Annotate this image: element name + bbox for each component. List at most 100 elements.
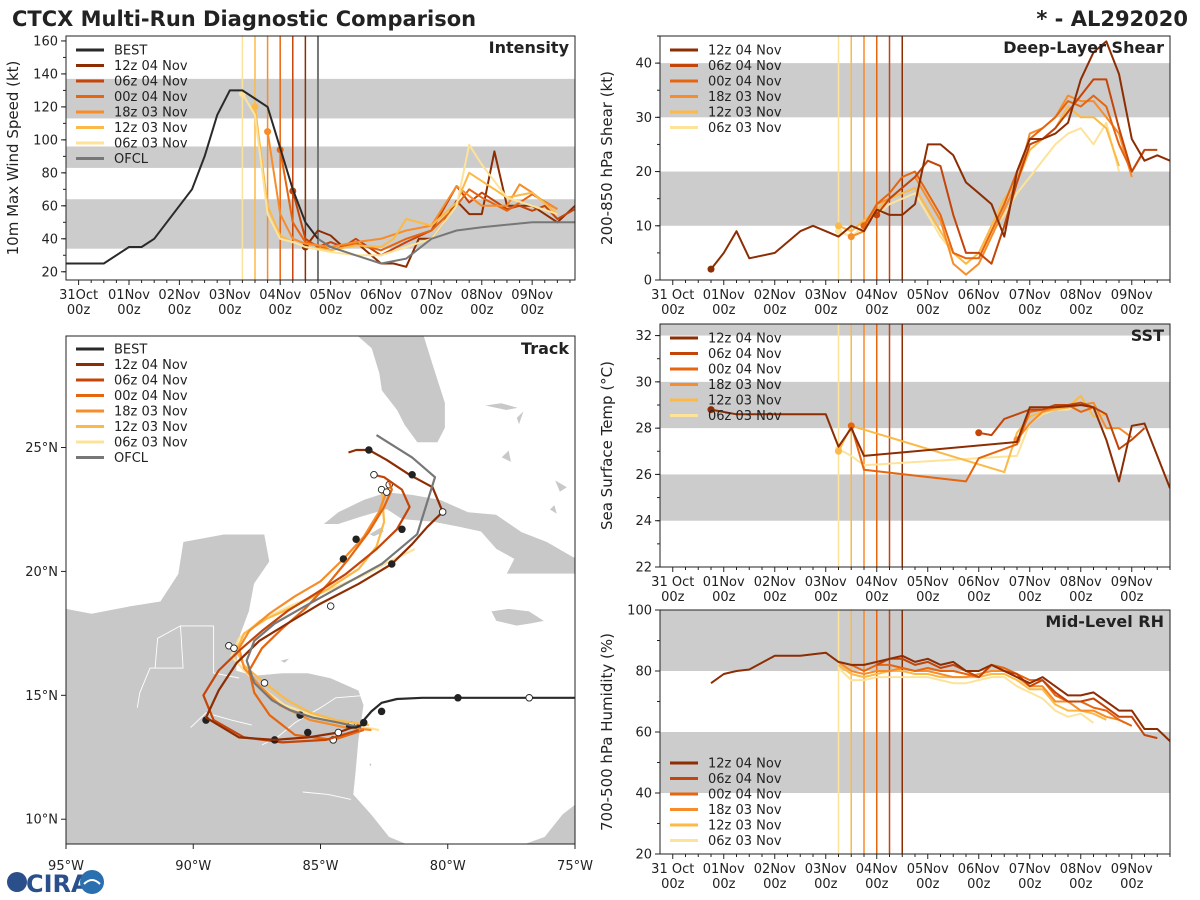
track-point-00z-04-nov — [382, 488, 391, 496]
sst-xtick-label-day: 07Nov — [1009, 575, 1051, 590]
shear-band-0 — [660, 171, 1170, 226]
intensity-xtick-label-day: 01Nov — [108, 288, 150, 303]
intensity-ylabel: 10m Max Wind Speed (kt) — [4, 61, 22, 256]
cira-logo: CIRA — [7, 870, 104, 898]
land-shape-1 — [322, 491, 575, 575]
intensity-xtick-label-hour: 00z — [168, 303, 192, 318]
rh-xtick-label-day: 02Nov — [754, 862, 796, 877]
intensity-series-06z-03-nov — [241, 93, 558, 257]
track-panel: 95°W 90°W 85°W 80°W 75°W 10°N 15°N 20°N 25°N Trac… — [25, 335, 593, 874]
intensity-xtick-label-hour: 00z — [67, 303, 91, 318]
track-line-00z-04-nov — [248, 481, 393, 742]
land-shape-15 — [368, 761, 372, 768]
sst-legend-label-06z-04-nov: 06z 04 Nov — [708, 347, 782, 362]
sst-xtick-label-hour: 00z — [916, 590, 940, 605]
sst-band-0 — [660, 474, 1170, 521]
sst-xtick-label-day: 09Nov — [1111, 575, 1153, 590]
track-legend-label-06z-04-nov: 06z 04 Nov — [114, 374, 188, 389]
track-legend-label-best: BEST — [114, 343, 147, 358]
shear-xtick-label-day: 07Nov — [1009, 288, 1051, 303]
shear-xtick-label-hour: 00z — [916, 303, 940, 318]
shear-xtick-label-hour: 00z — [865, 303, 889, 318]
rh-series-18z-03-nov — [837, 661, 1120, 721]
shear-xtick-label-hour: 00z — [1069, 303, 1093, 318]
intensity-legend-label-06z-03-nov: 06z 03 Nov — [114, 137, 188, 152]
land-shape-13 — [523, 804, 575, 844]
track-xtick-label: 95°W — [48, 859, 84, 874]
shear-init-marker-18z-03-nov — [847, 233, 855, 241]
cira-logo-emblem-icon — [80, 870, 104, 894]
intensity-axes-frame — [65, 35, 576, 281]
cira-logo-text: CIRA — [26, 870, 90, 898]
rh-xtick-label-hour: 00z — [1120, 877, 1144, 892]
sst-legend-label-12z-03-nov: 12z 03 Nov — [708, 394, 782, 409]
intensity-ytick-label: 120 — [33, 100, 58, 115]
rh-legend-label-06z-04-nov: 06z 04 Nov — [708, 772, 782, 787]
track-ytick-label: 25°N — [25, 441, 58, 456]
shear-ytick-label: 0 — [644, 274, 652, 289]
sst-xtick-label-hour: 00z — [865, 590, 889, 605]
sst-xtick-label-day: 06Nov — [958, 575, 1000, 590]
track-xtick-label: 80°W — [430, 859, 466, 874]
track-point-12z-04-nov — [334, 728, 343, 737]
intensity-legend-label-ofcl: OFCL — [114, 152, 149, 167]
track-legend-label-06z-03-nov: 06z 03 Nov — [114, 436, 188, 451]
track-point-12z-04-nov — [438, 508, 447, 516]
intensity-ytick-label: 20 — [41, 265, 58, 280]
intensity-ytick-label: 100 — [33, 133, 58, 148]
track-line-12z-04-nov — [204, 448, 444, 742]
intensity-xtick-label-hour: 00z — [117, 303, 141, 318]
rh-xtick-label-hour: 00z — [865, 877, 889, 892]
intensity-xtick-label-day: 05Nov — [310, 288, 352, 303]
intensity-series-best — [66, 89, 319, 265]
sst-xtick-label-hour: 00z — [1018, 590, 1042, 605]
intensity-legend-label-18z-03-nov: 18z 03 Nov — [114, 106, 188, 121]
track-point-best — [360, 718, 368, 727]
figure-title: CTCX Multi-Run Diagnostic Comparison — [12, 7, 476, 31]
track-title: Track — [521, 339, 569, 358]
rh-xtick-label-day: 06Nov — [958, 862, 1000, 877]
sst-ytick-label: 30 — [635, 375, 652, 390]
sst-xtick-label-day: 03Nov — [805, 575, 847, 590]
sst-series-06z-04-nov — [978, 401, 1146, 450]
track-point-18z-03-nov — [339, 555, 348, 563]
rh-series-12z-03-nov — [837, 664, 1107, 721]
track-point-00z-04-nov — [304, 728, 312, 737]
cira-logo-globe-icon — [7, 872, 27, 892]
shear-series-00z-04-nov — [863, 94, 1146, 260]
track-xtick-label: 75°W — [557, 859, 593, 874]
shear-xtick-label-day: 04Nov — [856, 288, 898, 303]
track-point-06z-04-nov — [370, 471, 378, 479]
shear-xtick-label-hour: 00z — [967, 303, 991, 318]
land-shape-3 — [490, 608, 546, 627]
intensity-legend-label-00z-04-nov: 00z 04 Nov — [114, 90, 188, 105]
rh-ytick-label: 100 — [627, 604, 652, 619]
intensity-series-ofcl — [317, 221, 575, 265]
land-shape-4 — [356, 336, 446, 443]
rh-band-0 — [660, 732, 1170, 793]
country-border-4 — [302, 791, 352, 800]
intensity-ytick-label: 40 — [41, 232, 58, 247]
rh-xtick-label-hour: 00z — [1018, 877, 1042, 892]
shear-legend-label-00z-04-nov: 00z 04 Nov — [708, 75, 782, 90]
shear-xtick-label-hour: 00z — [1018, 303, 1042, 318]
sst-xtick-label-hour: 00z — [712, 590, 736, 605]
rh-legend-label-00z-04-nov: 00z 04 Nov — [708, 788, 782, 803]
track-line-best — [345, 696, 575, 729]
rh-xtick-label-day: 07Nov — [1009, 862, 1051, 877]
rh-series-06z-04-nov — [876, 657, 1158, 740]
intensity-title: Intensity — [489, 38, 570, 57]
intensity-xtick-label-hour: 00z — [319, 303, 343, 318]
intensity-band-1 — [66, 146, 575, 168]
sst-legend-label-06z-03-nov: 06z 03 Nov — [708, 409, 782, 424]
land-shape-9 — [553, 478, 568, 493]
sst-xtick-label-day: 05Nov — [907, 575, 949, 590]
intensity-ytick-label: 140 — [33, 67, 58, 82]
rh-ytick-label: 60 — [635, 726, 652, 741]
rh-xtick-label-hour: 00z — [814, 877, 838, 892]
intensity-xtick-label-day: 09Nov — [511, 288, 553, 303]
intensity-xtick-label-day: 02Nov — [158, 288, 200, 303]
sst-xtick-label-day: 08Nov — [1060, 575, 1102, 590]
cira-logo-wave-icon — [83, 879, 101, 885]
rh-xtick-label-day: 09Nov — [1111, 862, 1153, 877]
